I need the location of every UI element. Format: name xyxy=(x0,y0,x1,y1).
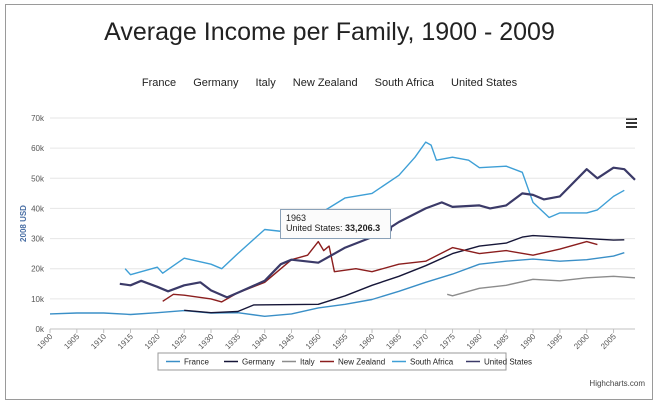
legend-label-france: France xyxy=(184,358,209,367)
x-tick-label: 1960 xyxy=(357,332,376,351)
top-legend-united-states[interactable]: United States xyxy=(451,77,518,89)
y-tick-label: 0k xyxy=(36,325,45,334)
x-tick-label: 1925 xyxy=(170,332,189,351)
top-legend: France Germany Italy New Zealand South A… xyxy=(0,77,659,89)
x-tick-label: 1945 xyxy=(277,332,296,351)
y-axis-label: 2008 USD xyxy=(19,205,28,242)
series-line-germany xyxy=(184,234,625,314)
x-tick-label: 1975 xyxy=(438,332,457,351)
x-tick-label: 1930 xyxy=(196,332,215,351)
x-tick-label: 1905 xyxy=(62,332,81,351)
legend-label-south-africa: South Africa xyxy=(410,358,454,367)
series-line-new-zealand xyxy=(162,240,598,303)
x-tick-label: 1915 xyxy=(116,332,135,351)
series-line-south-africa xyxy=(124,141,625,276)
x-tick-label: 1965 xyxy=(384,332,403,351)
x-tick-label: 1910 xyxy=(89,332,108,351)
x-tick-label: 1990 xyxy=(518,332,537,351)
x-tick-label: 1955 xyxy=(331,332,350,351)
legend-label-united-states: United States xyxy=(484,358,532,367)
tooltip-year: 1963 xyxy=(286,213,307,223)
top-legend-new-zealand[interactable]: New Zealand xyxy=(292,77,358,89)
chart-title: Average Income per Family, 1900 - 2009 xyxy=(104,18,555,46)
chart-menu-icon[interactable] xyxy=(626,118,637,128)
y-tick-label: 50k xyxy=(31,174,45,183)
series-line-france xyxy=(49,252,625,317)
legend-label-germany: Germany xyxy=(242,358,275,367)
x-tick-label: 2005 xyxy=(599,332,618,351)
legend-label-new-zealand: New Zealand xyxy=(338,358,385,367)
x-tick-label: 1980 xyxy=(465,332,484,351)
top-legend-germany[interactable]: Germany xyxy=(193,77,239,89)
x-tick-label: 1920 xyxy=(143,332,162,351)
y-tick-label: 30k xyxy=(31,235,45,244)
top-legend-italy[interactable]: Italy xyxy=(255,77,276,89)
tooltip: 1963 United States: 33,206.3 xyxy=(280,209,391,239)
series-line-italy xyxy=(447,275,636,297)
tooltip-body: United States: 33,206.3 xyxy=(286,223,385,233)
x-tick-label: 1900 xyxy=(35,332,54,351)
y-tick-label: 20k xyxy=(31,265,45,274)
y-tick-label: 70k xyxy=(31,114,45,123)
credits[interactable]: Highcharts.com xyxy=(589,379,645,388)
tooltip-value: 33,206.3 xyxy=(345,223,381,233)
top-legend-south-africa[interactable]: South Africa xyxy=(374,77,434,89)
x-tick-label: 2000 xyxy=(572,332,591,351)
x-tick-label: 1970 xyxy=(411,332,430,351)
x-tick-label: 1935 xyxy=(223,332,242,351)
x-tick-label: 1985 xyxy=(492,332,511,351)
legend-label-italy: Italy xyxy=(300,358,315,367)
x-tick-label: 1940 xyxy=(250,332,269,351)
y-tick-label: 10k xyxy=(31,295,45,304)
chart-frame xyxy=(5,4,653,400)
tooltip-label: United States: xyxy=(286,223,343,233)
y-tick-label: 40k xyxy=(31,204,45,213)
y-tick-label: 60k xyxy=(31,144,45,153)
x-tick-label: 1950 xyxy=(304,332,323,351)
top-legend-france[interactable]: France xyxy=(141,77,177,89)
x-tick-label: 1995 xyxy=(545,332,564,351)
